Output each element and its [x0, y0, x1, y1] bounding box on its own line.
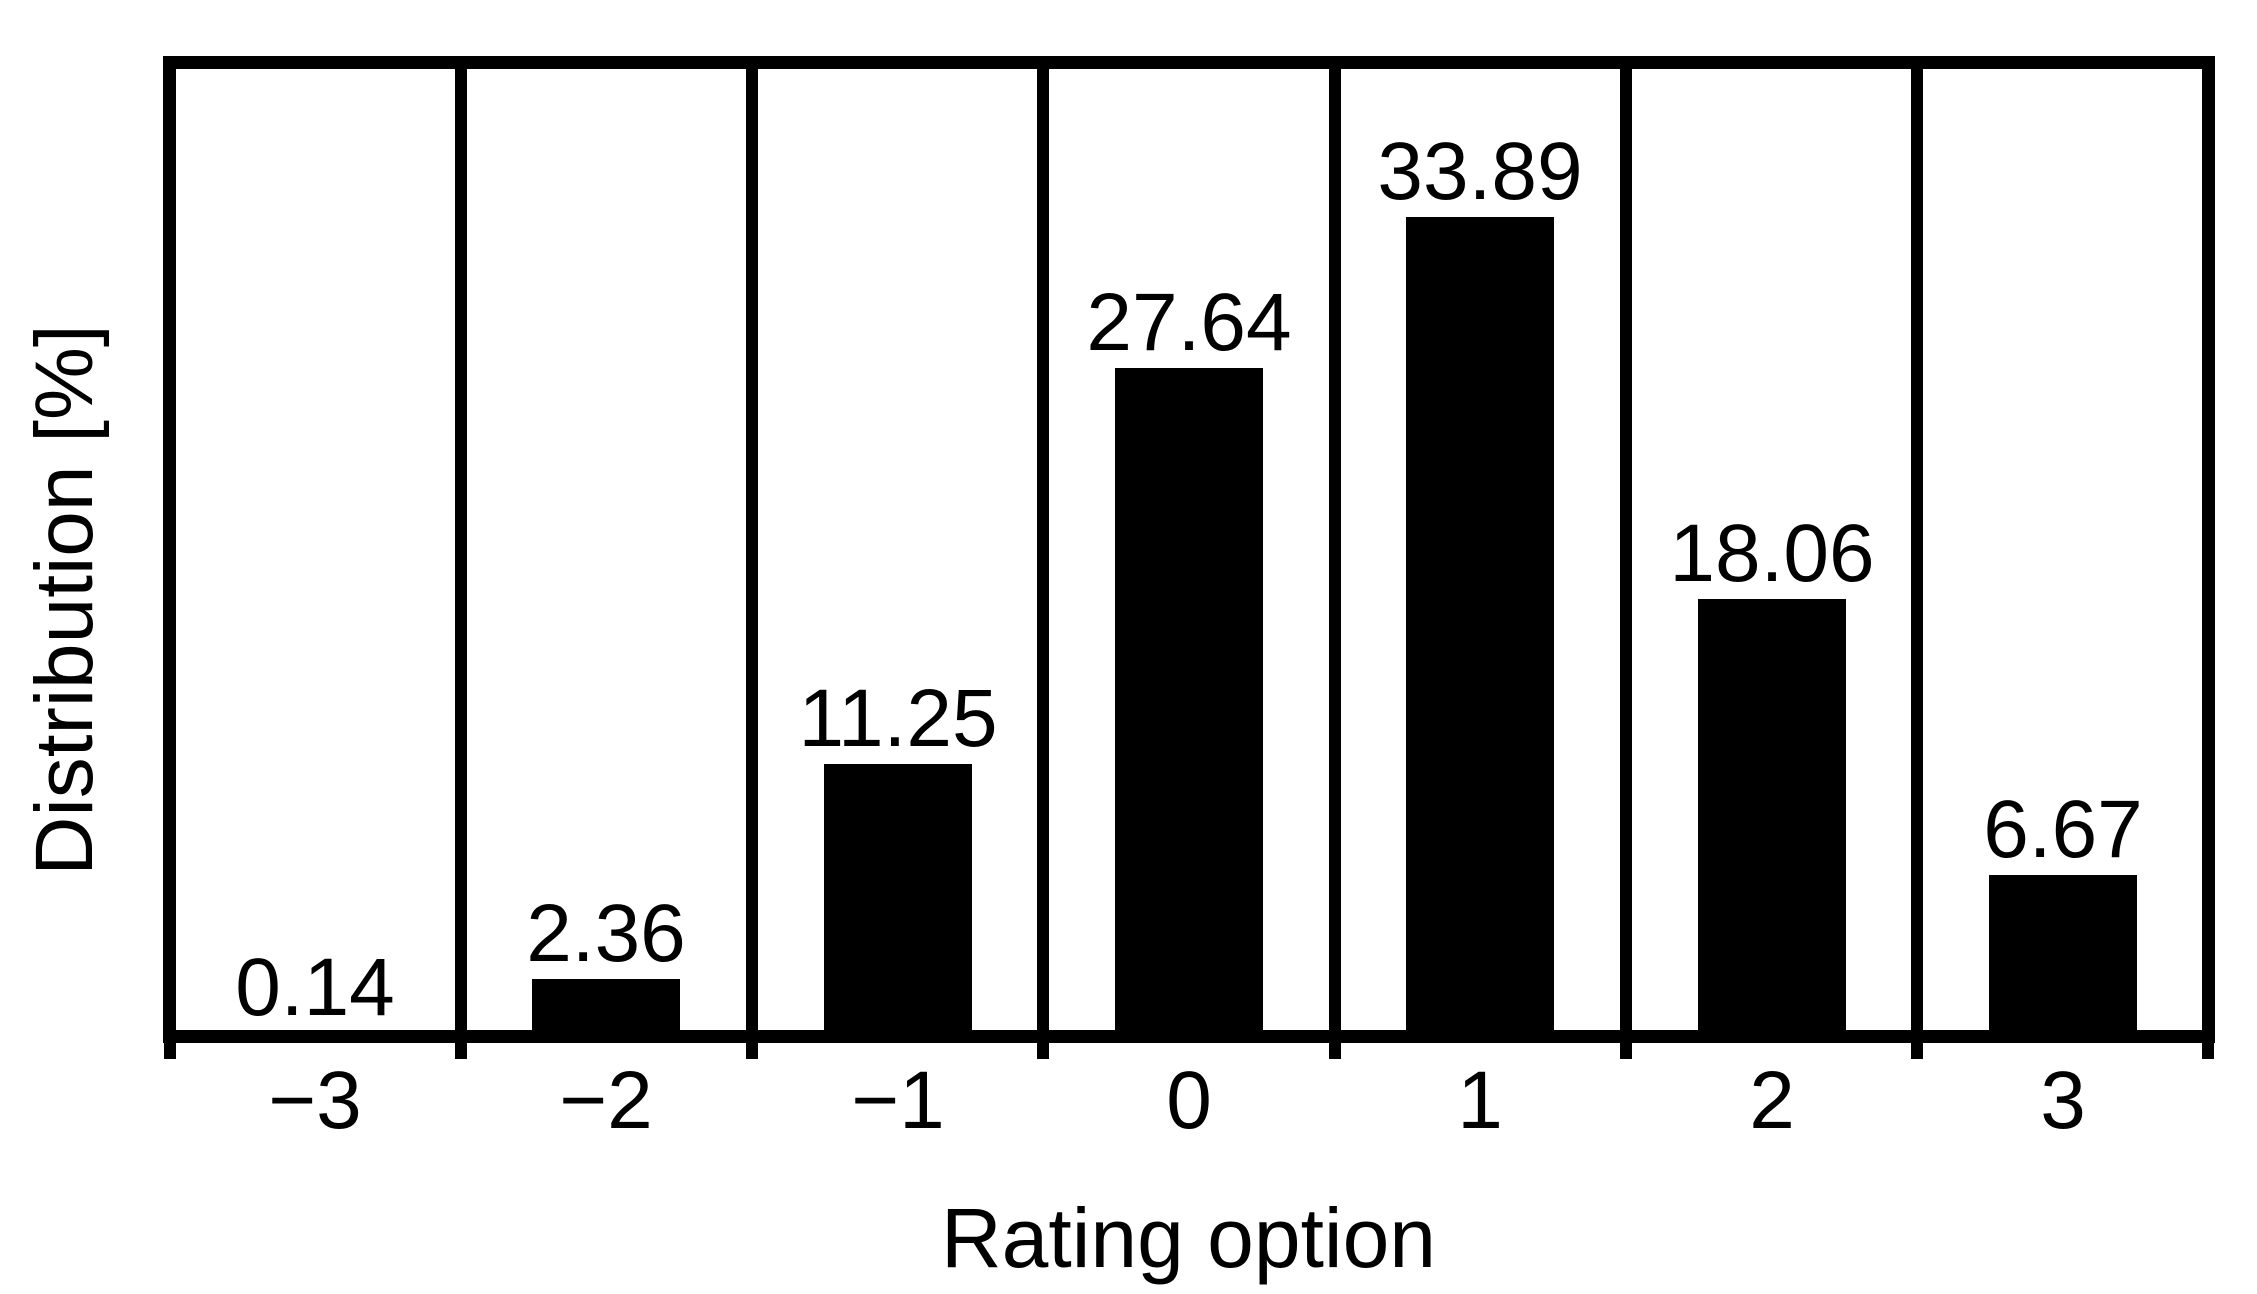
bar-value-label: 2.36: [526, 888, 686, 979]
bar-value-label: 11.25: [798, 673, 998, 764]
category-divider: [1329, 69, 1341, 1030]
bar: [241, 1033, 389, 1036]
bar-value-label: 27.64: [1086, 277, 1292, 368]
bar: [1406, 217, 1554, 1036]
category-divider: [1620, 69, 1632, 1030]
bar-value-label: 33.89: [1377, 126, 1583, 217]
category-divider: [746, 69, 758, 1030]
bar: [1989, 875, 2137, 1036]
plot-frame: 0.14 2.36 11.25 27.64 33.89 18.06 6.67: [163, 56, 2215, 1043]
category-divider: [1037, 69, 1049, 1030]
x-tick: [455, 1043, 467, 1059]
x-tick: [1037, 1043, 1049, 1059]
x-tick-label: 2: [1749, 1055, 1795, 1146]
bar-value-label: 18.06: [1669, 508, 1875, 599]
x-tick-label: −1: [851, 1055, 945, 1146]
bar-value-label: 6.67: [1983, 784, 2143, 875]
x-axis-label-text: Rating option: [940, 1191, 1437, 1285]
x-tick: [1620, 1043, 1632, 1059]
x-tick: [2202, 1043, 2214, 1059]
x-tick-label: 3: [2040, 1055, 2086, 1146]
bar: [532, 979, 680, 1036]
y-axis-label: Distribution [%]: [19, 324, 110, 876]
x-tick-label: −3: [268, 1055, 362, 1146]
x-tick-label: 0: [1166, 1055, 1212, 1146]
x-tick: [746, 1043, 758, 1059]
bar: [1698, 599, 1846, 1036]
bar-value-label: 0.14: [235, 942, 395, 1033]
category-divider: [455, 69, 467, 1030]
category-divider: [1911, 69, 1923, 1030]
x-tick-label: −2: [559, 1055, 653, 1146]
bar: [1115, 368, 1263, 1036]
x-tick: [1329, 1043, 1341, 1059]
x-tick: [1911, 1043, 1923, 1059]
x-tick: [164, 1043, 176, 1059]
x-tick-label: 1: [1457, 1055, 1503, 1146]
x-axis-label: Rating option: [0, 1196, 2257, 1280]
bar: [824, 764, 972, 1036]
